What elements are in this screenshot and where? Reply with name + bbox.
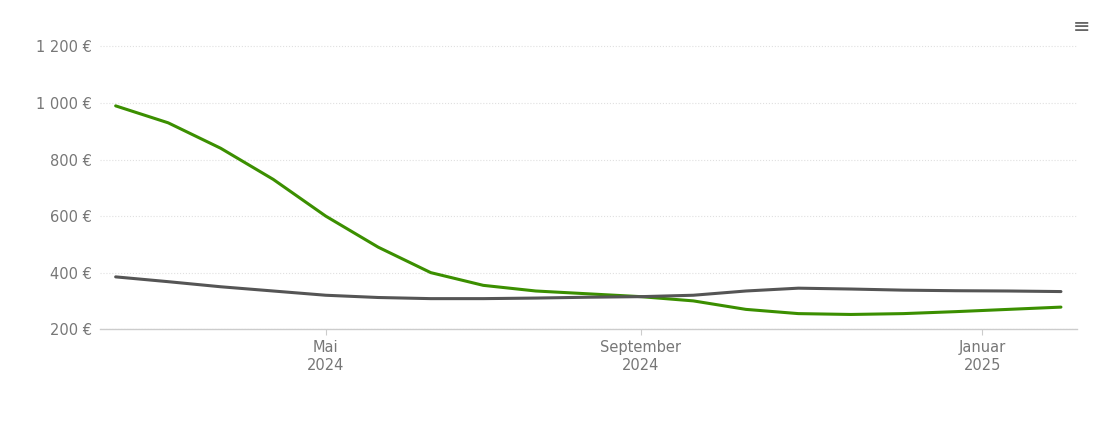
lose Ware	[529, 289, 543, 294]
Sackware	[529, 295, 543, 300]
Sackware	[266, 289, 280, 294]
lose Ware	[687, 298, 700, 303]
Sackware	[845, 287, 858, 292]
Sackware	[1001, 289, 1015, 294]
Sackware	[372, 295, 385, 300]
lose Ware	[162, 120, 175, 125]
lose Ware	[476, 283, 490, 288]
Sackware	[109, 274, 122, 279]
Text: ≡: ≡	[1072, 17, 1090, 37]
Sackware	[634, 294, 647, 299]
lose Ware	[791, 311, 805, 316]
Sackware	[1054, 289, 1068, 294]
Sackware	[476, 296, 490, 301]
Sackware	[162, 279, 175, 284]
Sackware	[739, 289, 753, 294]
lose Ware	[1001, 307, 1015, 312]
Sackware	[897, 288, 910, 293]
lose Ware	[424, 270, 437, 275]
Sackware	[319, 293, 332, 298]
lose Ware	[266, 177, 280, 182]
Sackware	[582, 295, 595, 300]
Sackware	[687, 293, 700, 298]
lose Ware	[214, 146, 228, 151]
Sackware	[791, 286, 805, 291]
lose Ware	[897, 311, 910, 316]
lose Ware	[1054, 305, 1068, 310]
lose Ware	[949, 309, 962, 314]
Sackware	[949, 288, 962, 293]
Sackware	[424, 296, 437, 301]
lose Ware	[109, 103, 122, 108]
lose Ware	[845, 312, 858, 317]
lose Ware	[634, 294, 647, 299]
lose Ware	[739, 307, 753, 312]
lose Ware	[372, 245, 385, 250]
Line: Sackware: Sackware	[115, 277, 1061, 299]
lose Ware	[582, 291, 595, 296]
lose Ware	[319, 214, 332, 219]
Line: lose Ware: lose Ware	[115, 106, 1061, 314]
Sackware	[214, 284, 228, 289]
